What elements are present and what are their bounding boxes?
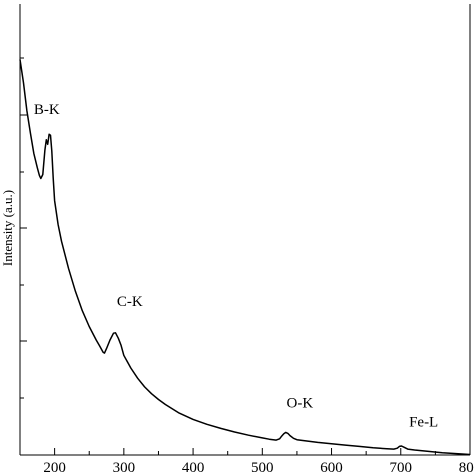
peak-label: C-K	[117, 294, 143, 310]
x-axis-ticks: 200 300 400 500 600 700 800	[19, 448, 474, 475]
x-tick-label: 600	[320, 460, 343, 475]
peak-label: Fe-L	[409, 415, 438, 431]
x-tick-label: 800	[459, 460, 474, 475]
x-tick-label: 400	[182, 460, 205, 475]
peak-label: B-K	[34, 102, 60, 118]
y-axis-title: Intensity (a.u.)	[0, 190, 15, 266]
x-tick-label: 700	[390, 460, 413, 475]
x-tick-label: 200	[43, 460, 66, 475]
y-axis-ticks	[20, 57, 27, 399]
peak-annotations: B-K C-K O-K Fe-L	[34, 102, 438, 431]
plot-frame	[19, 4, 471, 456]
spectrum-line	[19, 59, 471, 456]
x-tick-label: 500	[251, 460, 274, 475]
peak-label: O-K	[287, 396, 314, 412]
x-tick-label: 300	[113, 460, 136, 475]
